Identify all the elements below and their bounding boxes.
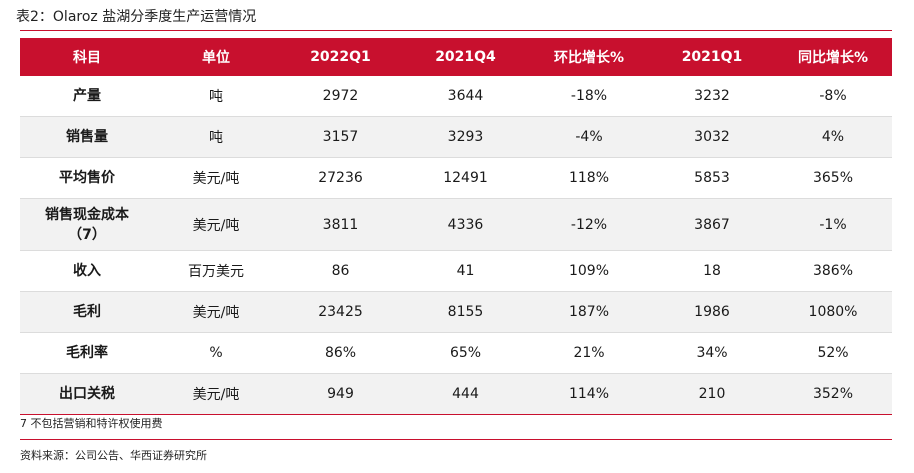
row-item: 产量	[20, 76, 154, 117]
row-2022q1: 23425	[278, 291, 403, 333]
row-yoy: 352%	[774, 373, 892, 415]
row-2021q1: 3032	[650, 116, 774, 158]
table-row: 出口关税 美元/吨 949 444 114% 210 352%	[20, 373, 892, 415]
header-2022q1: 2022Q1	[278, 38, 403, 76]
table-row: 产量 吨 2972 3644 -18% 3232 -8%	[20, 76, 892, 117]
row-2021q1: 34%	[650, 332, 774, 374]
row-qoq: 114%	[528, 373, 650, 415]
row-unit: 百万美元	[154, 250, 278, 292]
row-2022q1: 2972	[278, 76, 403, 117]
row-item: 出口关税	[20, 373, 154, 415]
header-item: 科目	[20, 38, 154, 76]
row-2021q1: 18	[650, 250, 774, 292]
row-2021q1: 3867	[650, 198, 774, 251]
header-row: 科目 单位 2022Q1 2021Q4 环比增长% 2021Q1 同比增长%	[20, 38, 892, 76]
header-2021q1: 2021Q1	[650, 38, 774, 76]
row-2022q1: 86	[278, 250, 403, 292]
row-2022q1: 86%	[278, 332, 403, 374]
row-unit: 美元/吨	[154, 198, 278, 251]
source-note: 资料来源：公司公告、华西证券研究所	[20, 449, 207, 462]
footnote: 7 不包括营销和特许权使用费	[20, 417, 163, 430]
row-item-line2: （7）	[68, 226, 106, 243]
row-item-line1: 销售现金成本	[45, 206, 129, 223]
row-unit: 吨	[154, 116, 278, 158]
row-yoy: -1%	[774, 198, 892, 251]
row-qoq: -12%	[528, 198, 650, 251]
row-2021q4: 3644	[403, 76, 528, 117]
row-yoy: 365%	[774, 157, 892, 199]
row-item: 销售量	[20, 116, 154, 158]
row-2021q4: 4336	[403, 198, 528, 251]
row-yoy: -8%	[774, 76, 892, 117]
table-row: 平均售价 美元/吨 27236 12491 118% 5853 365%	[20, 157, 892, 199]
row-2021q4: 8155	[403, 291, 528, 333]
row-2021q1: 5853	[650, 157, 774, 199]
row-unit: 美元/吨	[154, 373, 278, 415]
row-yoy: 386%	[774, 250, 892, 292]
row-unit: 吨	[154, 76, 278, 117]
row-qoq: 118%	[528, 157, 650, 199]
source-rule	[20, 439, 892, 440]
row-2022q1: 27236	[278, 157, 403, 199]
row-unit: 美元/吨	[154, 157, 278, 199]
row-unit: %	[154, 332, 278, 374]
row-item: 毛利	[20, 291, 154, 333]
table-row: 毛利率 % 86% 65% 21% 34% 52%	[20, 332, 892, 374]
row-item: 销售现金成本 （7）	[20, 198, 154, 251]
row-2022q1: 949	[278, 373, 403, 415]
table-row: 毛利 美元/吨 23425 8155 187% 1986 1080%	[20, 291, 892, 333]
row-qoq: 21%	[528, 332, 650, 374]
table-row: 销售现金成本 （7） 美元/吨 3811 4336 -12% 3867 -1%	[20, 198, 892, 251]
row-2021q4: 444	[403, 373, 528, 415]
row-item: 毛利率	[20, 332, 154, 374]
header-yoy: 同比增长%	[774, 38, 892, 76]
row-yoy: 52%	[774, 332, 892, 374]
row-item: 收入	[20, 250, 154, 292]
row-2022q1: 3157	[278, 116, 403, 158]
row-2021q1: 210	[650, 373, 774, 415]
row-qoq: 187%	[528, 291, 650, 333]
table-title: 表2：Olaroz 盐湖分季度生产运营情况	[16, 9, 257, 25]
row-2021q4: 65%	[403, 332, 528, 374]
header-qoq: 环比增长%	[528, 38, 650, 76]
header-2021q4: 2021Q4	[403, 38, 528, 76]
row-qoq: -4%	[528, 116, 650, 158]
header-unit: 单位	[154, 38, 278, 76]
row-2021q1: 1986	[650, 291, 774, 333]
row-qoq: -18%	[528, 76, 650, 117]
row-yoy: 4%	[774, 116, 892, 158]
row-item: 平均售价	[20, 157, 154, 199]
table-row: 收入 百万美元 86 41 109% 18 386%	[20, 250, 892, 292]
title-rule	[20, 30, 892, 31]
row-yoy: 1080%	[774, 291, 892, 333]
operations-table: 科目 单位 2022Q1 2021Q4 环比增长% 2021Q1 同比增长% 产…	[20, 38, 892, 415]
row-2021q4: 12491	[403, 157, 528, 199]
row-qoq: 109%	[528, 250, 650, 292]
row-2021q1: 3232	[650, 76, 774, 117]
row-unit: 美元/吨	[154, 291, 278, 333]
row-2022q1: 3811	[278, 198, 403, 251]
row-2021q4: 3293	[403, 116, 528, 158]
row-2021q4: 41	[403, 250, 528, 292]
table-row: 销售量 吨 3157 3293 -4% 3032 4%	[20, 116, 892, 158]
